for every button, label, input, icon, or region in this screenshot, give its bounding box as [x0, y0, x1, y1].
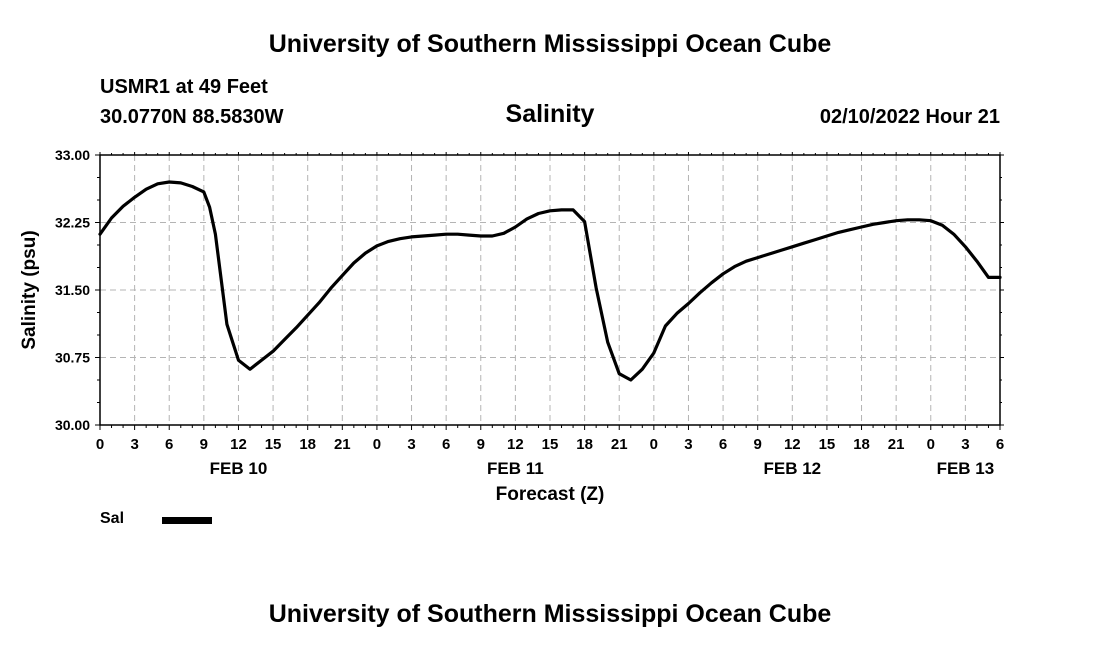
x-tick-label: 0 — [650, 436, 658, 453]
series-line-sal — [98, 180, 1002, 382]
y-axis-title: Salinity (psu) — [19, 230, 40, 349]
date-label: FEB 11 — [487, 459, 544, 478]
x-tick-label: 12 — [784, 436, 801, 453]
x-tick-label: 18 — [853, 436, 870, 453]
y-tick-label: 31.50 — [55, 282, 90, 298]
y-tick-label: 30.75 — [55, 350, 90, 366]
coordinates-label: 30.0770N 88.5830W — [100, 106, 284, 128]
x-tick-label: 0 — [373, 436, 381, 453]
date-label: FEB 13 — [937, 459, 995, 478]
x-tick-label: 6 — [719, 436, 727, 453]
x-tick-label: 9 — [754, 436, 762, 453]
run-time-label: 02/10/2022 Hour 21 — [819, 106, 1000, 128]
chart-title: Salinity — [505, 100, 595, 128]
x-tick-label: 6 — [165, 436, 173, 453]
x-tick-label: 0 — [927, 436, 935, 453]
station-label: USMR1 at 49 Feet — [100, 76, 268, 98]
x-tick-label: 15 — [542, 436, 559, 453]
x-tick-label: 18 — [576, 436, 593, 453]
x-tick-label: 6 — [996, 436, 1004, 453]
x-axis-title: Forecast (Z) — [496, 484, 605, 505]
x-tick-label: 18 — [299, 436, 316, 453]
x-tick-label: 6 — [442, 436, 450, 453]
x-tick-label: 21 — [611, 436, 628, 453]
date-label: FEB 10 — [210, 459, 268, 478]
plot-frame — [99, 154, 1001, 426]
chart-header-title: University of Southern Mississippi Ocean… — [268, 30, 832, 58]
x-tick-label: 0 — [96, 436, 104, 453]
y-tick-label: 32.25 — [55, 215, 90, 231]
x-tick-label: 3 — [684, 436, 692, 453]
x-tick-label: 3 — [130, 436, 138, 453]
x-tick-label: 9 — [200, 436, 208, 453]
x-tick-label: 12 — [507, 436, 524, 453]
x-tick-label: 21 — [888, 436, 905, 453]
date-label: FEB 12 — [763, 459, 821, 478]
x-tick-label: 15 — [265, 436, 282, 453]
legend-swatch — [162, 517, 212, 524]
x-tick-label: 15 — [819, 436, 836, 453]
y-tick-label: 30.00 — [55, 417, 90, 433]
x-tick-label: 3 — [961, 436, 969, 453]
legend-label: Sal — [100, 510, 125, 527]
footer-title: University of Southern Mississippi Ocean… — [268, 600, 832, 628]
y-tick-label: 33.00 — [55, 147, 90, 163]
x-tick-label: 9 — [477, 436, 485, 453]
x-tick-label: 21 — [334, 436, 351, 453]
x-tick-label: 3 — [407, 436, 415, 453]
x-tick-label: 12 — [230, 436, 247, 453]
